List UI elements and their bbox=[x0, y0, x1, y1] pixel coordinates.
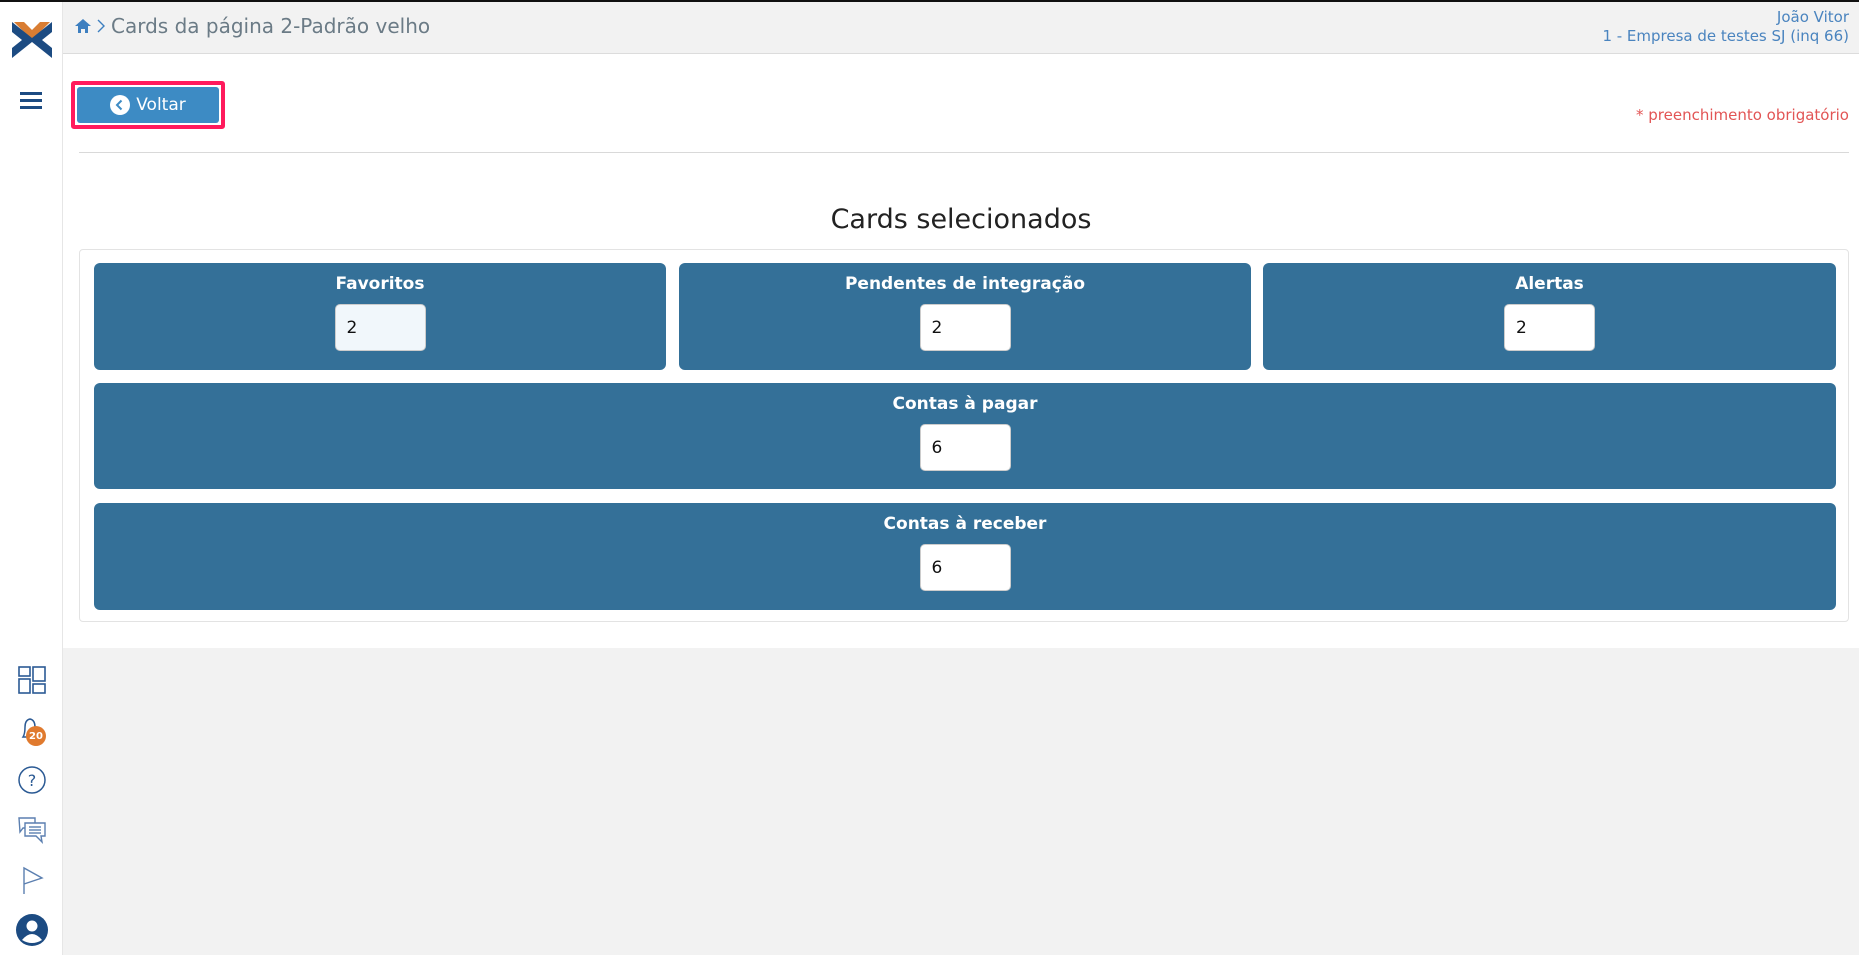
header: Cards da página 2-Padrão velho João Vito… bbox=[63, 2, 1859, 54]
required-note: * preenchimento obrigatório bbox=[1635, 106, 1849, 124]
dashboard-icon[interactable] bbox=[0, 666, 63, 694]
card-label: Contas à receber bbox=[883, 514, 1047, 534]
card-label: Pendentes de integração bbox=[844, 274, 1086, 294]
card-alertas[interactable]: Alertas bbox=[1263, 263, 1836, 370]
flag-icon[interactable] bbox=[0, 866, 63, 896]
card-quantity-input[interactable] bbox=[919, 424, 1011, 471]
card-contas-pagar[interactable]: Contas à pagar bbox=[94, 383, 1836, 489]
card-quantity-input[interactable] bbox=[919, 304, 1011, 351]
back-button-label: Voltar bbox=[136, 95, 186, 115]
home-icon[interactable] bbox=[75, 19, 91, 33]
back-button[interactable]: Voltar bbox=[77, 87, 219, 123]
svg-text:?: ? bbox=[27, 771, 36, 790]
company-name: 1 - Empresa de testes SJ (inq 66) bbox=[1602, 27, 1849, 45]
divider bbox=[79, 152, 1849, 153]
card-label: Favoritos bbox=[335, 274, 425, 294]
breadcrumb: Cards da página 2-Padrão velho bbox=[75, 14, 430, 38]
card-quantity-input[interactable] bbox=[919, 544, 1011, 591]
card-quantity-input[interactable] bbox=[1504, 304, 1595, 351]
content-panel: Voltar * preenchimento obrigatório Cards… bbox=[63, 54, 1859, 648]
chevron-left-circle-icon bbox=[110, 95, 131, 115]
menu-icon[interactable] bbox=[0, 90, 63, 110]
card-contas-receber[interactable]: Contas à receber bbox=[94, 503, 1836, 610]
chat-icon[interactable] bbox=[0, 816, 63, 844]
card-label: Contas à pagar bbox=[892, 394, 1038, 414]
page-title: Cards da página 2-Padrão velho bbox=[111, 14, 431, 38]
card-quantity-input[interactable] bbox=[334, 304, 426, 351]
card-pendentes-integracao[interactable]: Pendentes de integração bbox=[679, 263, 1251, 370]
user-name: João Vitor bbox=[1776, 8, 1849, 26]
logo[interactable] bbox=[0, 18, 63, 62]
notifications-icon[interactable]: 20 bbox=[0, 714, 63, 746]
notification-badge: 20 bbox=[26, 726, 46, 746]
card-favoritos[interactable]: Favoritos bbox=[94, 263, 666, 370]
user-info[interactable]: João Vitor 1 - Empresa de testes SJ (inq… bbox=[1602, 8, 1849, 46]
sidebar: 20 ? bbox=[0, 2, 63, 955]
help-icon[interactable]: ? bbox=[0, 765, 63, 795]
card-label: Alertas bbox=[1515, 274, 1584, 294]
cards-container: Favoritos Pendentes de integração Alerta… bbox=[79, 249, 1849, 622]
section-title: Cards selecionados bbox=[830, 204, 1092, 235]
user-avatar-icon[interactable] bbox=[0, 914, 63, 946]
chevron-right-icon bbox=[97, 19, 105, 33]
back-button-highlight: Voltar bbox=[71, 81, 225, 129]
